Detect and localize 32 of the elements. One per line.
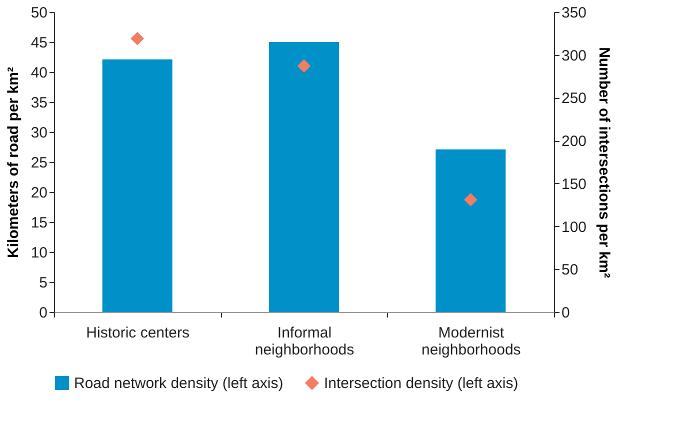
x-tick-label: Modernist neighborhoods [422,324,521,358]
y-tick-label: 0 [39,304,48,322]
y2-tick-label: 100 [562,218,587,236]
y-tick-label: 45 [30,34,48,52]
y-tick-label: 15 [30,214,48,232]
bar [269,42,339,312]
legend-label: Intersection density (left axis) [324,375,518,392]
y-axis-title: Kilometers of road per km² [4,67,22,258]
y2-tick-label: 250 [562,90,587,108]
y2-tick-label: 350 [562,4,587,22]
y2-tick-label: 200 [562,133,587,150]
y-tick-label: 10 [30,244,48,262]
y-tick-label: 35 [30,94,48,112]
y-tick-label: 25 [30,154,48,172]
y2-tick-label: 300 [562,47,587,64]
point [130,32,144,46]
bar [436,149,506,312]
y2-tick-label: 0 [562,304,570,322]
y-tick-label: 50 [30,4,48,22]
y2-tick-label: 50 [562,262,578,279]
bar [102,59,172,312]
legend-label: Road network density (left axis) [74,375,284,392]
y2-tick-label: 150 [562,176,587,193]
x-tick-label: Informal neighborhoods [254,324,354,358]
y2-axis-title: Number of intersections per km² [596,47,613,278]
y-tick-label: 20 [30,184,48,202]
y-tick-label: 30 [30,124,48,142]
x-tick-label: Historic centers [86,324,190,342]
y-tick-label: 5 [39,274,48,292]
y-tick-label: 40 [30,64,48,82]
point [464,193,478,206]
point [297,59,311,73]
